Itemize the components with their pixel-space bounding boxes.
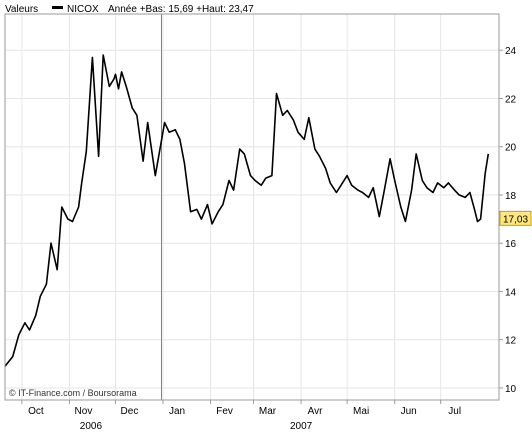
series-line-nicox (4, 54, 490, 367)
y-tick-label: 10 (505, 384, 517, 395)
x-tick-label: Jul (448, 406, 461, 417)
x-tick-label: Avr (308, 406, 323, 417)
last-price-label: 17,03 (503, 214, 528, 225)
y-tick-label: 12 (505, 336, 517, 347)
y-tick-label: 16 (505, 239, 517, 250)
x-axis-ticks: Oct Nov Dec Jan Fev Mar Avr Mai Jun Jul (21, 400, 461, 417)
legend-series-name: NICOX (67, 4, 99, 15)
x-tick-label: Nov (75, 406, 93, 417)
y-axis-ticks: 10 12 14 16 18 20 22 24 (499, 46, 517, 395)
x-tick-label: Mar (259, 406, 277, 417)
last-price-tag: 17,03 (499, 210, 532, 226)
x-tick-label: Mai (353, 406, 369, 417)
y-tick-label: 24 (505, 46, 517, 57)
y-tick-label: 20 (505, 143, 517, 154)
x-tick-label: Jun (401, 406, 417, 417)
year-label: 2006 (80, 421, 103, 432)
header-label: Valeurs (5, 4, 38, 15)
credit-text: © IT-Finance.com / Boursorama (9, 388, 137, 398)
plot-frame (4, 13, 500, 401)
y-tick-label: 14 (505, 287, 517, 298)
header-stats: Année +Bas: 15,69 +Haut: 23,47 (108, 4, 254, 15)
x-tick-label: Dec (121, 406, 139, 417)
legend-swatch (52, 6, 63, 9)
x-tick-label: Jan (169, 406, 185, 417)
y-tick-label: 22 (505, 94, 517, 105)
series-layer (4, 54, 490, 367)
last-price-box (499, 210, 532, 226)
year-labels: 2006 2007 (80, 421, 313, 432)
y-tick-label: 18 (505, 191, 517, 202)
x-tick-label: Oct (28, 406, 44, 417)
x-tick-label: Fev (216, 406, 233, 417)
year-label: 2007 (290, 421, 313, 432)
